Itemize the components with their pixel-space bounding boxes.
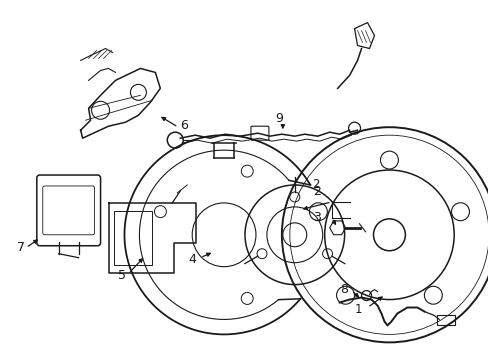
Text: 4: 4 (188, 253, 196, 266)
Text: 3: 3 (312, 211, 320, 224)
Text: 5: 5 (118, 269, 126, 282)
Text: 2: 2 (312, 185, 320, 198)
Text: 1: 1 (354, 303, 361, 316)
Text: 6: 6 (180, 119, 188, 132)
Text: 9: 9 (274, 112, 282, 125)
Text: 8: 8 (339, 283, 347, 296)
Text: 2: 2 (311, 179, 319, 192)
Text: 7: 7 (17, 241, 25, 254)
